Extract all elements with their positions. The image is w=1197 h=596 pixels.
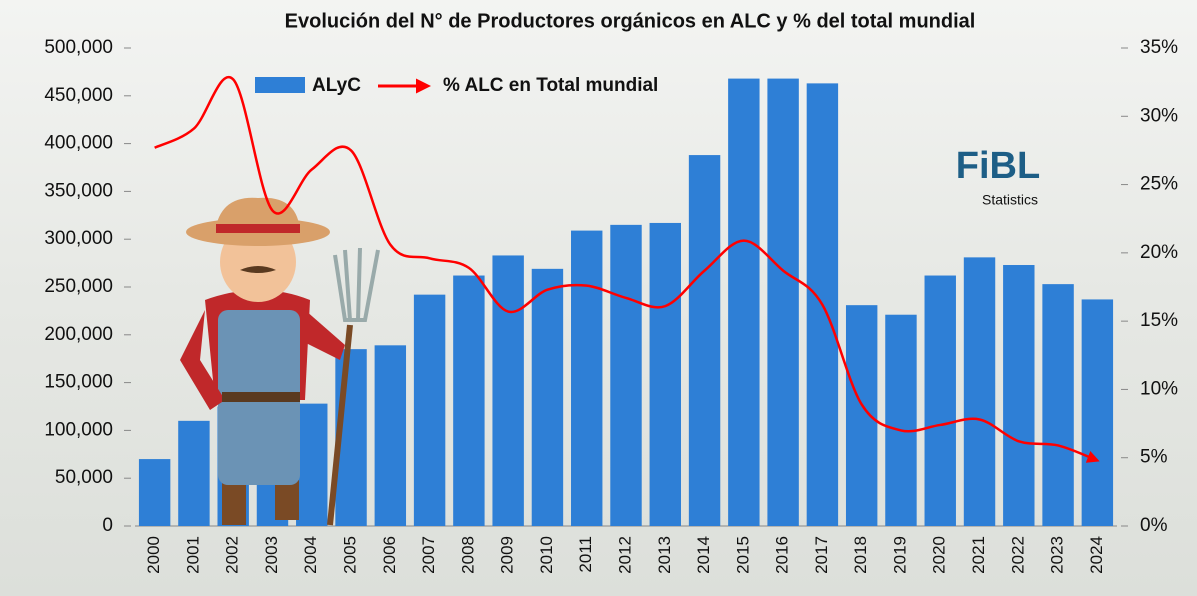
bar bbox=[1003, 265, 1035, 526]
x-tick-label: 2001 bbox=[183, 536, 202, 574]
logo-subtitle: Statistics bbox=[982, 192, 1038, 208]
x-tick-label: 2003 bbox=[262, 536, 281, 574]
logo-name: FiBL bbox=[956, 145, 1040, 187]
x-tick-label: 2011 bbox=[576, 536, 595, 573]
bar bbox=[767, 78, 799, 526]
x-tick-label: 2004 bbox=[301, 536, 320, 574]
bar bbox=[374, 345, 407, 526]
bar bbox=[413, 294, 446, 526]
bar bbox=[296, 403, 328, 526]
y-tick-label: 250,000 bbox=[44, 276, 113, 297]
y-tick-label: 150,000 bbox=[44, 372, 113, 393]
bar bbox=[885, 314, 917, 526]
bar bbox=[571, 230, 603, 526]
y2-tick-label: 30% bbox=[1140, 105, 1178, 126]
bar bbox=[178, 420, 210, 526]
x-tick-label: 2023 bbox=[1048, 536, 1067, 574]
y-tick-label: 50,000 bbox=[55, 467, 113, 488]
chart-title: Evolución del N° de Productores orgánico… bbox=[285, 10, 976, 32]
x-tick-label: 2018 bbox=[851, 536, 870, 574]
line bbox=[154, 75, 1100, 463]
x-tick-label: 2002 bbox=[223, 536, 242, 574]
bar bbox=[138, 459, 171, 526]
y-tick-label: 300,000 bbox=[44, 228, 113, 249]
y-tick-label: 200,000 bbox=[44, 324, 113, 345]
bar bbox=[531, 268, 564, 526]
legend-swatch bbox=[255, 77, 305, 93]
y2-tick-label: 10% bbox=[1140, 378, 1178, 399]
x-tick-label: 2005 bbox=[341, 536, 360, 574]
x-tick-label: 2009 bbox=[498, 536, 517, 574]
bar bbox=[845, 305, 878, 526]
x-tick-label: 2017 bbox=[812, 536, 831, 574]
y-tick-label: 0 bbox=[102, 515, 113, 536]
x-tick-label: 2000 bbox=[144, 536, 163, 574]
x-tick-label: 2012 bbox=[615, 536, 634, 574]
bar bbox=[963, 257, 996, 526]
x-tick-label: 2020 bbox=[930, 536, 949, 574]
bar bbox=[1042, 284, 1074, 526]
legend-label: % ALC en Total mundial bbox=[443, 75, 658, 96]
y2-tick-label: 15% bbox=[1140, 310, 1178, 331]
x-tick-label: 2013 bbox=[655, 536, 674, 574]
y-tick-label: 100,000 bbox=[44, 419, 113, 440]
bar bbox=[688, 155, 721, 526]
x-tick-label: 2014 bbox=[694, 536, 713, 574]
bar bbox=[649, 222, 681, 526]
y2-tick-label: 20% bbox=[1140, 242, 1178, 263]
x-tick-label: 2016 bbox=[773, 536, 792, 574]
bar bbox=[453, 275, 485, 526]
y-tick-label: 500,000 bbox=[44, 37, 113, 58]
y2-tick-label: 0% bbox=[1140, 515, 1168, 536]
y-tick-label: 400,000 bbox=[44, 133, 113, 154]
legend: ALyC % ALC en Total mundial bbox=[255, 75, 658, 96]
y2-tick-label: 25% bbox=[1140, 174, 1178, 195]
plot: 0 50,000 100,000 150,000 200,000 250,000 300,0… bbox=[44, 37, 1178, 574]
x-tick-label: 2024 bbox=[1087, 536, 1106, 574]
farmer-illustration bbox=[180, 197, 380, 526]
legend-label: ALyC bbox=[312, 75, 361, 96]
x-tick-label: 2010 bbox=[537, 536, 556, 574]
bar bbox=[492, 255, 524, 526]
bar bbox=[610, 224, 642, 527]
y2-tick-label: 5% bbox=[1140, 447, 1168, 468]
x-tick-label: 2015 bbox=[733, 536, 752, 574]
x-tick-label: 2019 bbox=[890, 536, 909, 574]
y-tick-label: 350,000 bbox=[44, 180, 113, 201]
bar bbox=[728, 78, 760, 526]
x-tick-label: 2007 bbox=[419, 536, 438, 574]
x-tick-label: 2022 bbox=[1008, 536, 1027, 574]
x-tick-label: 2006 bbox=[380, 536, 399, 574]
bar bbox=[1081, 299, 1114, 526]
y-tick-label: 450,000 bbox=[44, 85, 113, 106]
bar bbox=[924, 275, 956, 526]
y2-tick-label: 35% bbox=[1140, 37, 1178, 58]
x-tick-label: 2008 bbox=[458, 536, 477, 574]
x-tick-label: 2021 bbox=[969, 536, 988, 574]
